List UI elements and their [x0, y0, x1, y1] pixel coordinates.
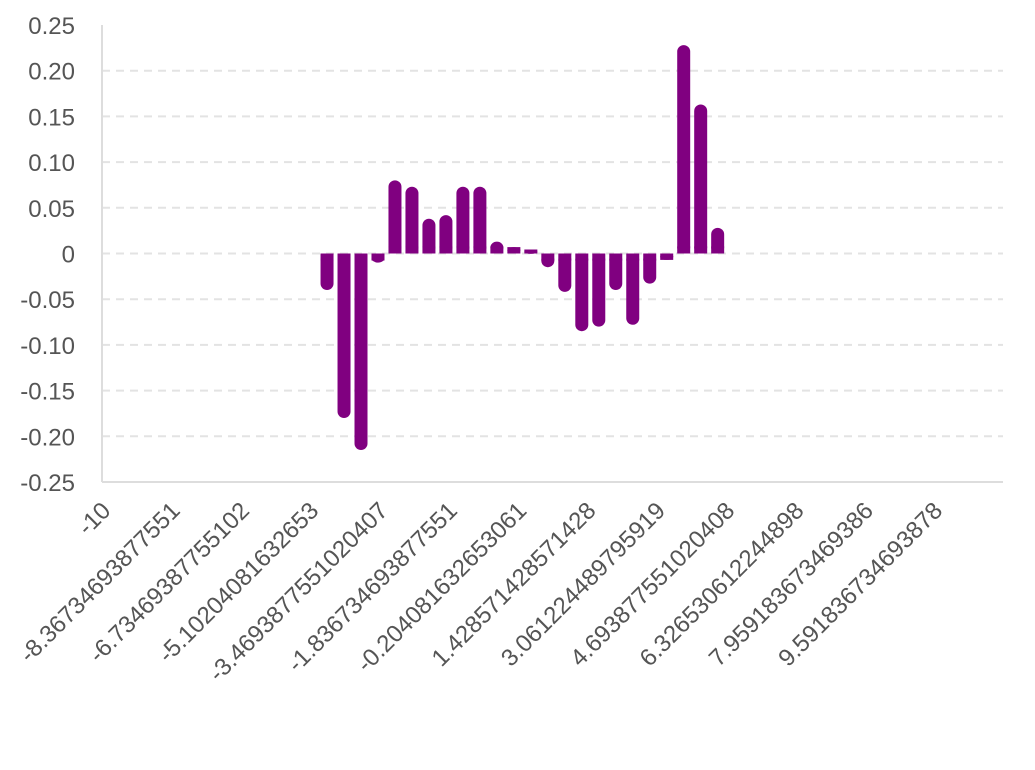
bar: [677, 45, 691, 254]
bar-base: [354, 253, 368, 261]
bar-base: [643, 253, 657, 261]
bar-base: [541, 253, 555, 261]
bar-base: [660, 253, 674, 260]
bar-base: [524, 249, 538, 254]
y-tick-label: -0.05: [20, 287, 75, 314]
bar: [694, 104, 708, 254]
bar: [609, 253, 623, 291]
bar: [388, 180, 402, 254]
bar-base: [626, 253, 640, 261]
y-tick-label: 0: [62, 242, 75, 269]
y-tick-label: -0.15: [20, 379, 75, 406]
y-tick-label: 0.10: [28, 150, 75, 177]
grid-lines: [102, 69, 1003, 438]
bar-base: [558, 253, 572, 261]
bar-base: [371, 253, 385, 261]
bar-base: [575, 253, 589, 261]
x-tick-label: -10: [73, 497, 117, 541]
x-tick-labels: -10-8.36734693877551-6.73469387755102-5.…: [15, 497, 949, 687]
bar-base: [711, 246, 725, 254]
bar-base: [439, 246, 453, 254]
bar-base: [388, 246, 402, 254]
bar-base: [405, 246, 419, 254]
bar-base: [337, 253, 351, 261]
bar-base: [490, 246, 504, 254]
bar-base: [456, 246, 470, 254]
bar-base: [592, 253, 606, 261]
y-tick-label: -0.25: [20, 470, 75, 497]
bar: [643, 253, 657, 284]
bar-base: [507, 247, 521, 254]
y-tick-label: 0.05: [28, 196, 75, 223]
bar-base: [677, 246, 691, 254]
bar: [558, 253, 572, 292]
y-tick-label: 0.15: [28, 104, 75, 131]
y-tick-label: -0.20: [20, 424, 75, 451]
bar: [575, 253, 589, 332]
bar: [456, 186, 470, 254]
y-tick-label: 0.20: [28, 59, 75, 86]
bar: [320, 253, 334, 291]
bar-base: [320, 253, 334, 261]
bar: [422, 218, 436, 254]
bar: [626, 253, 640, 325]
y-tick-label: -0.10: [20, 333, 75, 360]
y-tick-label: 0.25: [28, 13, 75, 40]
y-tick-labels: 0.25 0.20 0.15 0.10 0.05 0 -0.05 -0.10 -0.15 -0.2…: [20, 13, 75, 497]
bar: [439, 215, 453, 254]
bar-base: [473, 246, 487, 254]
axes: [101, 25, 1003, 483]
bar-base: [694, 246, 708, 254]
bar-base: [609, 253, 623, 261]
bars: [320, 45, 725, 451]
bar-base: [422, 246, 436, 254]
bar: [473, 186, 487, 254]
bar: [592, 253, 606, 327]
bar: [337, 253, 351, 419]
bar: [354, 253, 368, 451]
bar: [405, 186, 419, 254]
